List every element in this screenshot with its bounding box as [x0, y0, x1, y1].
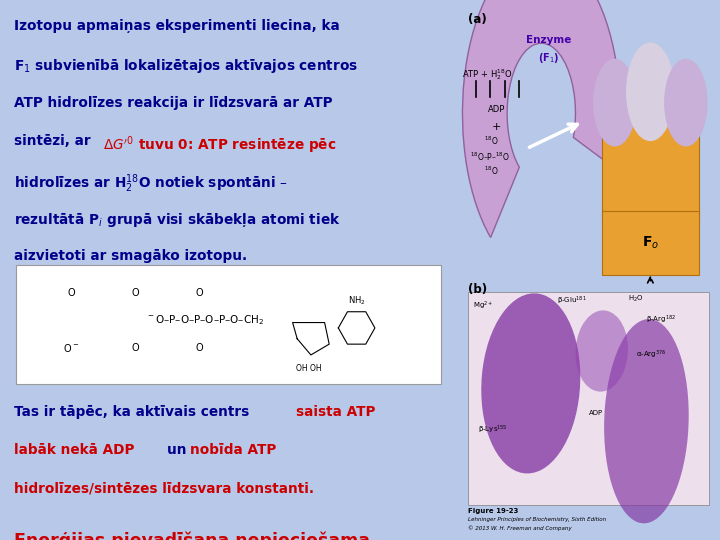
Text: β-Glu$^{181}$: β-Glu$^{181}$	[557, 294, 587, 307]
Text: Figure 19-23: Figure 19-23	[468, 508, 518, 514]
Text: +: +	[492, 122, 501, 132]
Text: F$_o$: F$_o$	[642, 235, 659, 251]
Ellipse shape	[604, 319, 689, 523]
Text: β-Lys$^{155}$: β-Lys$^{155}$	[478, 424, 508, 436]
Text: ATP hidrolīzes reakcija ir līdzsvarā ar ATP: ATP hidrolīzes reakcija ir līdzsvarā ar …	[14, 96, 332, 110]
Text: β: β	[682, 91, 690, 104]
Text: α: α	[647, 85, 654, 98]
Circle shape	[594, 59, 636, 146]
Text: O: O	[131, 288, 139, 298]
Text: nobīda ATP: nobīda ATP	[190, 443, 276, 457]
Wedge shape	[462, 0, 620, 238]
Text: Izotopu apmaiņas eksperimenti liecina, ka: Izotopu apmaiņas eksperimenti liecina, k…	[14, 19, 339, 33]
Text: O: O	[195, 288, 203, 298]
Text: ADP: ADP	[488, 105, 505, 114]
Text: β-Arg$^{182}$: β-Arg$^{182}$	[647, 313, 677, 326]
Text: Enzyme: Enzyme	[526, 35, 572, 45]
Text: O$^-$: O$^-$	[63, 342, 79, 354]
Circle shape	[665, 59, 707, 146]
Text: rezultātā P$_i$ grupā visi skābekļa atomi tiek: rezultātā P$_i$ grupā visi skābekļa atom…	[14, 211, 341, 228]
Text: $^{18}$O: $^{18}$O	[484, 165, 499, 177]
FancyBboxPatch shape	[16, 265, 441, 384]
Text: O: O	[195, 343, 203, 354]
Text: $^{18}$O: $^{18}$O	[484, 135, 499, 147]
Ellipse shape	[575, 310, 628, 392]
Text: (b): (b)	[468, 284, 487, 296]
FancyBboxPatch shape	[468, 292, 709, 505]
Text: OH OH: OH OH	[296, 364, 321, 373]
Text: (a): (a)	[468, 14, 487, 26]
Text: O: O	[131, 343, 139, 354]
Text: β: β	[611, 91, 619, 104]
Text: F$_1$ subvienībā lokalizētajos aktīvajos centros: F$_1$ subvienībā lokalizētajos aktīvajos…	[14, 57, 358, 75]
Text: H$_2$O: H$_2$O	[628, 294, 644, 305]
Ellipse shape	[481, 293, 580, 474]
Text: saista ATP: saista ATP	[296, 404, 376, 418]
FancyBboxPatch shape	[602, 103, 699, 221]
Text: (F$_1$): (F$_1$)	[539, 51, 560, 65]
FancyBboxPatch shape	[602, 211, 699, 275]
Text: sintēzi, ar: sintēzi, ar	[14, 134, 95, 148]
Text: labāk nekā ADP: labāk nekā ADP	[14, 443, 139, 457]
Text: hidrolīzes/sintēzes līdzsvara konstanti.: hidrolīzes/sintēzes līdzsvara konstanti.	[14, 481, 314, 495]
Text: O: O	[67, 288, 75, 298]
Text: hidrolīzes ar H$_2^{18}$O notiek spontāni –: hidrolīzes ar H$_2^{18}$O notiek spontān…	[14, 172, 287, 195]
Text: Mg$^{2+}$: Mg$^{2+}$	[473, 300, 493, 312]
Text: aizvietoti ar smagāko izotopu.: aizvietoti ar smagāko izotopu.	[14, 249, 247, 263]
Text: Enerģijas pievadīšana nepieciešama: Enerģijas pievadīšana nepieciešama	[14, 531, 369, 540]
Text: $^-$O–P–O–P–O–P–O–CH$_2$: $^-$O–P–O–P–O–P–O–CH$_2$	[146, 313, 264, 327]
Text: Lehninger Principles of Biochemistry, Sixth Edition: Lehninger Principles of Biochemistry, Si…	[468, 517, 606, 522]
Text: ADP: ADP	[589, 410, 603, 416]
Text: F$_1$: F$_1$	[645, 64, 655, 77]
Text: NH$_2$: NH$_2$	[348, 295, 365, 307]
Text: ATP + H$_2^{18}$O: ATP + H$_2^{18}$O	[462, 68, 513, 83]
Text: un: un	[167, 443, 191, 457]
Circle shape	[626, 43, 674, 140]
Text: $\Delta G'^{0}$ tuvu $\mathbf{0}$: ATP resintēze pēc: $\Delta G'^{0}$ tuvu $\mathbf{0}$: ATP r…	[103, 134, 336, 156]
Text: © 2013 W. H. Freeman and Company: © 2013 W. H. Freeman and Company	[468, 525, 572, 530]
Text: Tas ir tāpēc, ka aktīvais centrs: Tas ir tāpēc, ka aktīvais centrs	[14, 404, 253, 418]
Text: $^{18}$O–P–$^{18}$O: $^{18}$O–P–$^{18}$O	[470, 150, 510, 163]
Text: α-Arg$^{376}$: α-Arg$^{376}$	[636, 348, 666, 361]
